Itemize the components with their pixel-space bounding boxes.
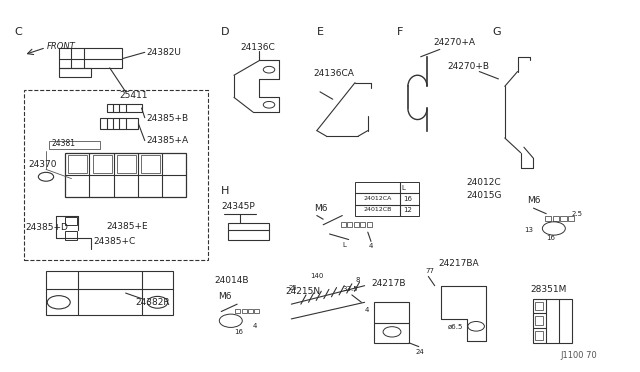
Text: L: L bbox=[401, 185, 404, 191]
Text: 25411: 25411 bbox=[119, 91, 148, 100]
Text: 24012CA: 24012CA bbox=[363, 196, 392, 201]
Text: D: D bbox=[221, 27, 230, 37]
Text: 24381: 24381 bbox=[51, 140, 75, 148]
Text: M6: M6 bbox=[527, 196, 541, 205]
Bar bbox=[536, 331, 543, 340]
Text: 28351M: 28351M bbox=[531, 285, 566, 294]
Text: FRONT: FRONT bbox=[47, 42, 76, 51]
Bar bbox=[68, 155, 88, 173]
Bar bbox=[536, 316, 543, 325]
Text: 16: 16 bbox=[546, 235, 556, 241]
Bar bbox=[24, 90, 209, 260]
Bar bbox=[65, 153, 186, 197]
Bar bbox=[374, 302, 409, 343]
Text: 16: 16 bbox=[403, 196, 412, 202]
Bar bbox=[141, 155, 160, 173]
Bar bbox=[560, 215, 566, 221]
Text: H: H bbox=[221, 186, 230, 196]
Text: 4: 4 bbox=[369, 243, 374, 249]
Bar bbox=[536, 302, 543, 310]
Bar bbox=[367, 222, 372, 227]
Text: 24014B: 24014B bbox=[215, 276, 250, 285]
Text: 8: 8 bbox=[355, 277, 360, 283]
Text: 24385+B: 24385+B bbox=[146, 114, 188, 123]
Bar bbox=[242, 309, 246, 313]
Text: 24136CA: 24136CA bbox=[314, 69, 355, 78]
Text: 24217BA: 24217BA bbox=[438, 259, 479, 268]
Bar bbox=[100, 118, 138, 129]
Bar bbox=[59, 48, 122, 68]
Text: 24: 24 bbox=[415, 349, 424, 355]
Text: 13: 13 bbox=[524, 227, 533, 233]
Text: 33.5: 33.5 bbox=[342, 286, 358, 292]
Text: C: C bbox=[14, 27, 22, 37]
Bar bbox=[93, 155, 111, 173]
Bar bbox=[116, 155, 136, 173]
Bar bbox=[106, 104, 141, 112]
Text: 24012CB: 24012CB bbox=[363, 207, 392, 212]
Text: 24385+C: 24385+C bbox=[94, 237, 136, 246]
Text: 24382R: 24382R bbox=[135, 298, 170, 307]
Bar bbox=[355, 182, 419, 215]
Bar bbox=[552, 215, 559, 221]
Bar bbox=[568, 215, 574, 221]
Text: 24217B: 24217B bbox=[371, 279, 406, 288]
Text: 24385+D: 24385+D bbox=[26, 223, 68, 232]
Text: 24136C: 24136C bbox=[241, 43, 275, 52]
Text: 24382U: 24382U bbox=[146, 48, 181, 57]
Bar bbox=[254, 309, 259, 313]
Bar bbox=[545, 215, 551, 221]
Bar bbox=[248, 309, 253, 313]
Text: G: G bbox=[492, 27, 500, 37]
Bar bbox=[65, 217, 77, 225]
Bar bbox=[341, 222, 346, 227]
Bar bbox=[49, 141, 100, 149]
Text: 24270+B: 24270+B bbox=[447, 61, 490, 71]
Text: F: F bbox=[396, 27, 403, 37]
Text: ø6.5: ø6.5 bbox=[447, 323, 463, 329]
Bar bbox=[65, 231, 77, 240]
Bar bbox=[348, 222, 353, 227]
Text: 24012C: 24012C bbox=[467, 178, 501, 187]
Text: L: L bbox=[342, 242, 346, 248]
Text: 25: 25 bbox=[288, 285, 297, 291]
Bar bbox=[228, 223, 269, 240]
Bar bbox=[59, 68, 91, 77]
Bar bbox=[46, 271, 173, 315]
Text: M6: M6 bbox=[218, 292, 232, 301]
Text: 140: 140 bbox=[310, 273, 324, 279]
Text: 77: 77 bbox=[425, 268, 434, 274]
Text: E: E bbox=[317, 27, 324, 37]
Text: 24370: 24370 bbox=[28, 160, 57, 169]
Bar bbox=[354, 222, 359, 227]
Text: 12: 12 bbox=[403, 207, 412, 213]
Text: M6: M6 bbox=[314, 203, 327, 213]
Bar bbox=[360, 222, 365, 227]
Bar bbox=[236, 309, 241, 313]
Text: J1100 70: J1100 70 bbox=[561, 351, 597, 360]
Text: 24385+A: 24385+A bbox=[146, 137, 188, 145]
Text: 4: 4 bbox=[365, 307, 369, 313]
Text: 4: 4 bbox=[253, 323, 257, 329]
Bar bbox=[534, 299, 572, 343]
Text: 24215N: 24215N bbox=[285, 287, 320, 296]
Text: 24015G: 24015G bbox=[467, 191, 502, 200]
Text: 24385+E: 24385+E bbox=[106, 222, 148, 231]
Text: 24345P: 24345P bbox=[221, 202, 255, 211]
Text: 16: 16 bbox=[234, 329, 243, 335]
Text: 2.5: 2.5 bbox=[572, 211, 582, 217]
Text: 24270+A: 24270+A bbox=[433, 38, 476, 47]
